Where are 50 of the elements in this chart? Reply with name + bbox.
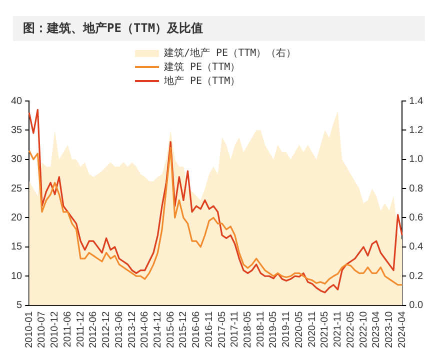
y2-tick-label: 0.2 — [409, 270, 424, 282]
x-tick-label: 2019-05 — [268, 310, 280, 348]
x-tick-label: 2017-05 — [216, 310, 228, 348]
y-tick-label: 25 — [11, 183, 23, 194]
x-tick-label: 2022-10 — [358, 310, 370, 348]
x-tick-label: 2018-05 — [242, 310, 254, 348]
x-tick-label: 2016-06 — [191, 310, 202, 348]
x-tick-label: 2010-07 — [36, 310, 48, 348]
x-tick-label: 2013-12 — [126, 310, 138, 348]
y-tick-label: 35 — [11, 124, 23, 136]
x-tick-label: 2014-06 — [140, 310, 151, 348]
x-tick-label: 2011-06 — [62, 310, 74, 348]
y-tick-label: 40 — [11, 96, 23, 107]
x-tick-label: 2022-05 — [345, 310, 356, 348]
x-tick-label: 2024-04 — [396, 310, 408, 348]
x-tick-label: 2020-11 — [306, 310, 318, 348]
x-tick-label: 2017-11 — [230, 310, 241, 348]
y2-tick-label: 0.8 — [409, 183, 424, 194]
x-tick-label: 2023-10 — [384, 310, 395, 348]
y2-tick-label: 0.4 — [409, 242, 424, 253]
x-tick-label: 2016-11 — [204, 310, 215, 348]
y2-tick-label: 1.2 — [409, 124, 424, 136]
x-tick-label: 2023-04 — [371, 310, 382, 348]
x-tick-label: 2010-01 — [24, 310, 35, 348]
x-tick-label: 2014-12 — [152, 310, 164, 348]
x-tick-label: 2012-06 — [88, 310, 100, 348]
legend-label: 建筑 PE（TTM） — [164, 60, 240, 74]
y-tick-label: 20 — [11, 212, 23, 224]
legend-label: 地产 PE（TTM） — [164, 74, 240, 88]
x-tick-label: 2021-05 — [320, 310, 331, 348]
x-tick-label: 2011-12 — [75, 310, 86, 348]
y2-tick-label: 0.6 — [409, 212, 424, 224]
x-tick-label: 2013-06 — [114, 310, 125, 348]
x-tick-label: 2020-05 — [294, 310, 305, 348]
y2-tick-label: 0.0 — [409, 300, 424, 312]
chart-title: 图：建筑、地产PE（TTM）及比值 — [13, 16, 425, 41]
x-tick-label: 2010-12 — [50, 310, 61, 348]
x-tick-label: 2021-11 — [332, 310, 344, 348]
x-tick-label: 2015-12 — [178, 310, 190, 348]
y2-tick-label: 1.4 — [409, 96, 424, 107]
y-tick-label: 5 — [16, 300, 23, 312]
x-tick-label: 2018-11 — [255, 310, 266, 348]
x-tick-label: 2019-11 — [281, 310, 292, 348]
y-tick-label: 10 — [11, 270, 23, 282]
x-tick-label: 2012-12 — [101, 310, 112, 348]
y-tick-label: 30 — [11, 154, 23, 166]
legend-label: 建筑/地产 PE（TTM）（右） — [164, 46, 296, 60]
y-tick-label: 15 — [11, 242, 23, 253]
x-tick-label: 2015-06 — [165, 310, 176, 348]
y2-tick-label: 1.0 — [409, 154, 424, 166]
